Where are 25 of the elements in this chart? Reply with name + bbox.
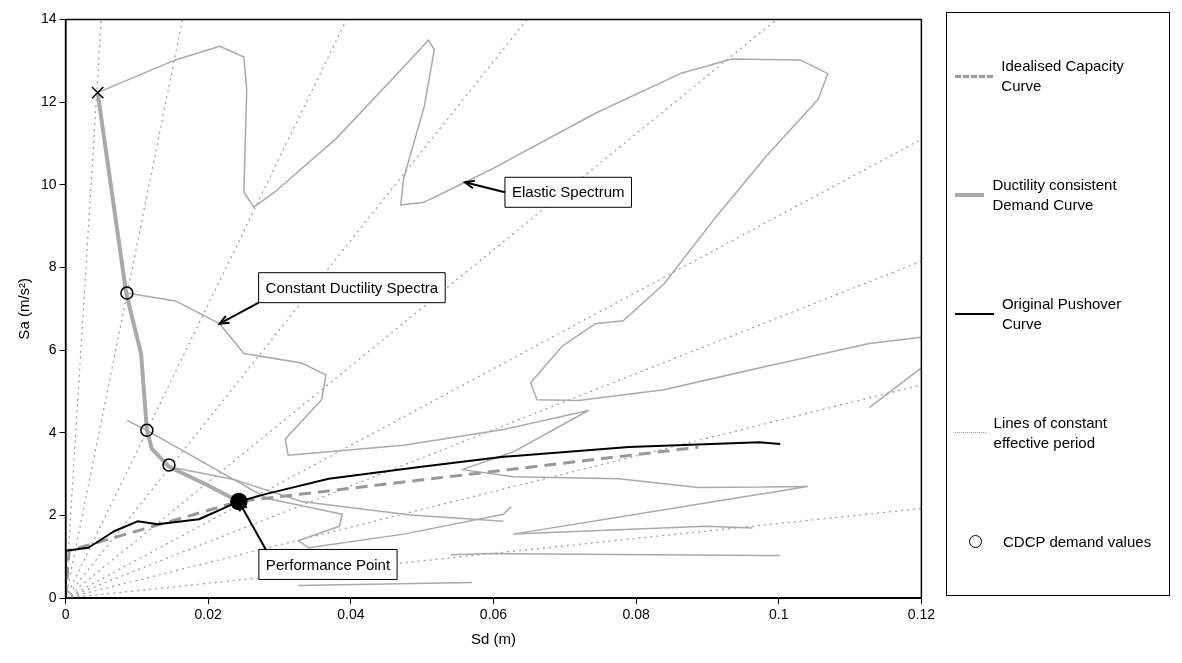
legend-label: Ductility consistent Demand Curve <box>992 175 1118 216</box>
x-tick-label: 0.06 <box>479 606 508 623</box>
x-tick-label: 0.02 <box>194 606 223 623</box>
y-tick-label: 10 <box>40 175 57 192</box>
annotation: Elastic Spectrum <box>511 183 625 201</box>
legend-label: Lines of constant effective period <box>993 412 1108 453</box>
y-tick-label: 14 <box>40 10 57 27</box>
legend-label: CDCP demand values <box>1003 531 1152 552</box>
x-axis-title: Sd (m) <box>470 630 516 648</box>
y-tick-label: 12 <box>40 92 57 109</box>
y-tick-label: 8 <box>48 258 57 275</box>
y-tick-label: 4 <box>48 423 57 440</box>
x-tick-label: 0.12 <box>907 606 936 623</box>
legend-label: Idealised Capacity Curve <box>1001 56 1125 97</box>
y-tick-label: 0 <box>48 589 57 606</box>
y-tick-label: 6 <box>48 341 57 357</box>
annotation: Constant Ductility Spectra <box>265 278 439 296</box>
x-tick-label: 0.08 <box>622 606 650 623</box>
legend-label: Original Pushover Curve <box>1001 294 1123 334</box>
x-tick-label: 0 <box>61 606 70 623</box>
annotation: Performance Point <box>265 555 391 573</box>
y-tick-label: 2 <box>48 506 57 523</box>
y-axis-title: Sa (m/s²) <box>15 277 33 340</box>
x-tick-label: 0.04 <box>337 606 365 623</box>
x-tick-label: 0.1 <box>769 606 789 623</box>
